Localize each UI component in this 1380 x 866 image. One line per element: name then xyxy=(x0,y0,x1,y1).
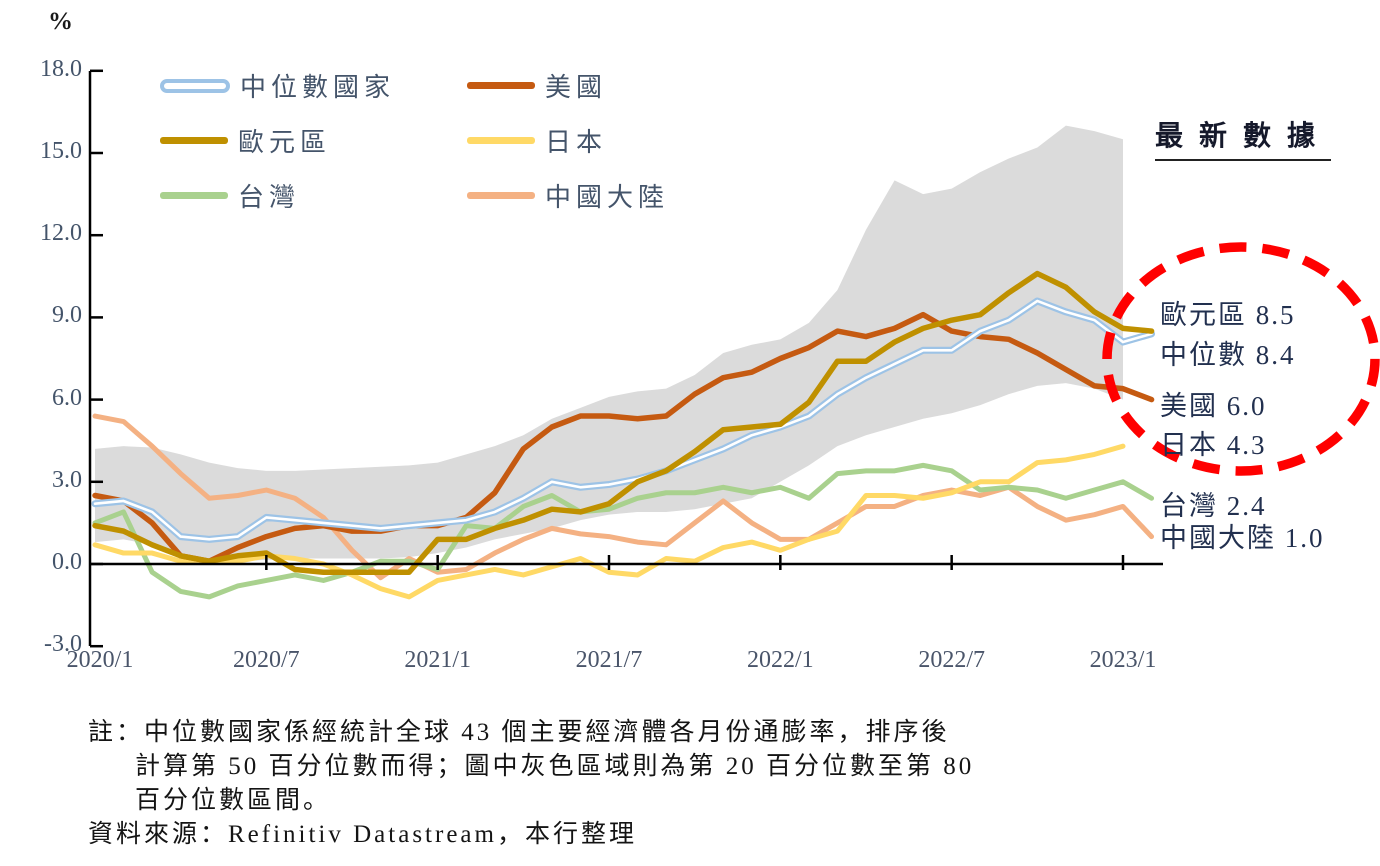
y-axis-unit-label: % xyxy=(48,8,74,35)
latest-value-歐元區: 歐元區 8.5 xyxy=(1160,300,1296,330)
latest-value-台灣: 台灣 2.4 xyxy=(1160,491,1267,521)
y-tick-label-15: 15.0 xyxy=(40,138,82,164)
taiwan-legend-label: 台灣 xyxy=(238,183,301,212)
latest-value-日本: 日本 4.3 xyxy=(1160,430,1267,460)
us-legend-swatch xyxy=(467,82,535,89)
y-tick-label-12: 12.0 xyxy=(40,220,82,247)
median-line-core xyxy=(93,299,1153,541)
euro-legend-label: 歐元區 xyxy=(238,128,332,157)
taiwan-legend-swatch xyxy=(160,192,228,199)
median-legend-label: 中位數國家 xyxy=(240,73,396,102)
euro-legend-swatch xyxy=(160,137,228,144)
legend-item-japan: 日本 xyxy=(467,122,607,159)
note-line-1: 註：中位數國家係經統計全球 43 個主要經濟體各月份通膨率，排序後 xyxy=(88,719,950,746)
x-tick-label-2023-1: 2023/1 xyxy=(1089,647,1157,673)
legend-item-euro: 歐元區 xyxy=(160,122,331,159)
latest-value-中位數: 中位數 8.4 xyxy=(1160,340,1296,370)
y-tick-label-6: 6.0 xyxy=(52,384,82,411)
y-tick-label-18: 18.0 xyxy=(40,55,82,82)
legend-item-median: 中位數國家 xyxy=(160,67,395,104)
china-line xyxy=(92,413,1155,581)
latest-data-highlight-ellipse xyxy=(1102,242,1380,476)
legend-item-taiwan: 台灣 xyxy=(160,177,300,214)
note-line-3: 百分位數區間。 xyxy=(135,787,332,814)
y-tick-label-0: 0.0 xyxy=(52,549,82,575)
us-legend-label: 美國 xyxy=(545,73,608,102)
median-legend-swatch xyxy=(160,78,230,93)
x-tick-label-2020-1: 2020/1 xyxy=(66,647,134,673)
note-source-line: 資料來源：Refinitiv Datastream，本行整理 xyxy=(88,821,637,848)
latest-value-美國: 美國 6.0 xyxy=(1160,391,1267,421)
taiwan-line xyxy=(92,462,1155,600)
legend-item-china: 中國大陸 xyxy=(467,177,669,214)
legend-item-us: 美國 xyxy=(467,67,607,104)
latest-value-中國大陸: 中國大陸 1.0 xyxy=(1160,523,1325,553)
y-tick-label-9: 9.0 xyxy=(52,302,82,329)
y-tick-label--3: -3.0 xyxy=(44,631,82,658)
x-tick-label-2022-1: 2022/1 xyxy=(746,647,814,673)
y-tick-label-3: 3.0 xyxy=(52,466,82,493)
japan-legend-label: 日本 xyxy=(545,128,608,157)
china-legend-swatch xyxy=(467,192,535,199)
x-tick-label-2021-7: 2021/7 xyxy=(575,647,643,673)
euro-line xyxy=(92,270,1155,575)
japan-legend-swatch xyxy=(467,137,535,144)
x-tick-label-2020-7: 2020/7 xyxy=(232,647,300,673)
latest-data-header: 最新數據 xyxy=(1155,114,1332,161)
percentile-band xyxy=(95,125,1123,562)
china-legend-label: 中國大陸 xyxy=(545,183,670,212)
x-tick-label-2021-1: 2021/1 xyxy=(404,647,471,673)
note-line-2: 計算第 50 百分位數而得；圖中灰色區域則為第 20 百分位數至第 80 xyxy=(135,753,975,780)
x-tick-label-2022-7: 2022/7 xyxy=(918,647,985,673)
